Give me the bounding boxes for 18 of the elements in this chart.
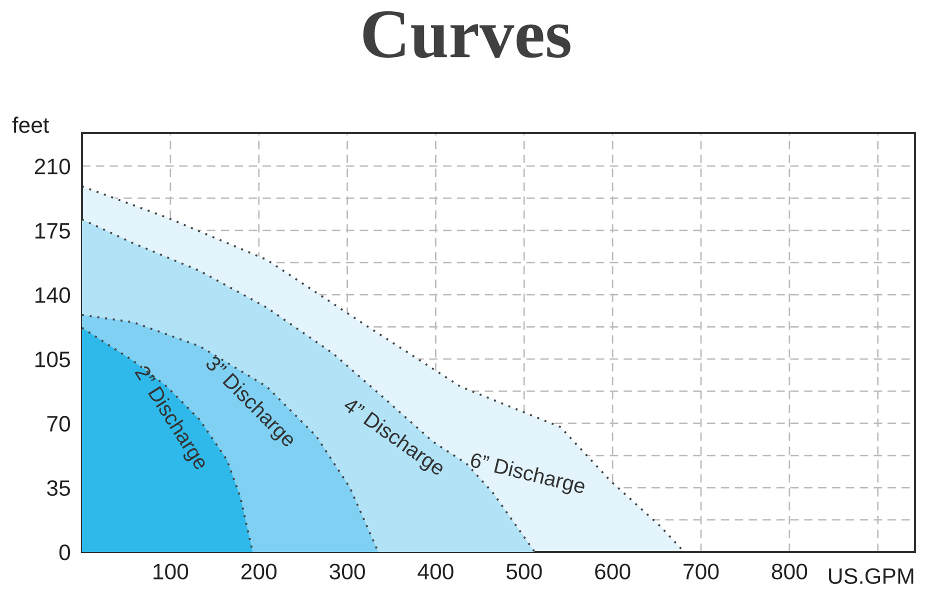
x-tick-label: 500 — [506, 564, 542, 580]
y-tick-label: 70 — [47, 416, 70, 432]
x-axis-title: US.GPM — [829, 568, 914, 584]
chart-title: Curves — [363, 11, 570, 58]
x-tick-label: 400 — [418, 564, 454, 580]
x-tick-label: 100 — [154, 564, 188, 580]
y-tick-label: 35 — [47, 480, 70, 496]
x-tick-label: 600 — [595, 564, 630, 580]
x-tick-label: 200 — [241, 564, 277, 580]
y-tick-label: 140 — [36, 287, 70, 303]
x-tick-label: 700 — [684, 564, 719, 580]
x-tick-label: 800 — [772, 564, 808, 580]
y-tick-label: 0 — [59, 544, 70, 560]
y-axis-title: feet — [12, 116, 49, 133]
x-tick-label: 300 — [330, 564, 365, 580]
y-tick-label: 210 — [34, 158, 70, 174]
y-tick-label: 105 — [36, 352, 70, 368]
y-tick-label: 175 — [36, 223, 70, 239]
